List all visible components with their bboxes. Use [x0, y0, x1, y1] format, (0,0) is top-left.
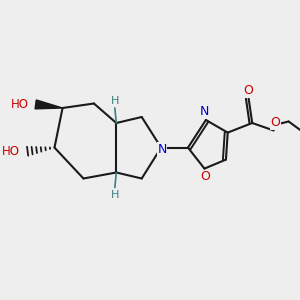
Text: N: N	[200, 105, 209, 118]
Text: O: O	[244, 84, 254, 98]
Text: H: H	[111, 95, 119, 106]
Text: HO: HO	[2, 145, 20, 158]
Text: O: O	[200, 170, 210, 184]
Text: HO: HO	[11, 98, 29, 111]
Text: N: N	[157, 142, 167, 156]
Text: H: H	[111, 190, 119, 200]
Text: O: O	[270, 116, 280, 129]
Polygon shape	[35, 100, 63, 109]
